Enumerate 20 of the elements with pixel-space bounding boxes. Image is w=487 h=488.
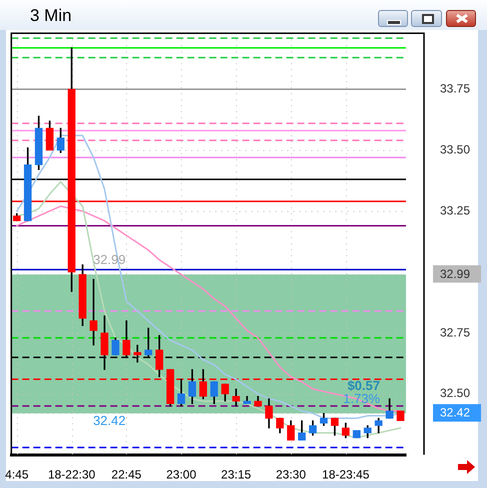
x-tick-label: 23:15 [221,467,252,482]
candlestick [396,410,404,422]
candlestick [90,279,98,346]
chart-title: 3 Min [30,6,72,26]
x-tick-label: 4:45 [5,467,29,482]
y-tick-label: 32.75 [440,325,470,340]
annotation: 32.42 [93,412,126,428]
y-tick-label: 32.42 [440,406,470,420]
y-tick-label: 32.99 [440,266,470,281]
candlestick [352,430,360,438]
x-tick-label: 23:00 [166,467,197,482]
x-tick-label: 18-23:45 [322,467,370,482]
band-label: $0.57 [347,378,380,393]
x-tick-label: 23:30 [276,467,306,482]
x-tick-label: 18-22:30 [48,467,96,482]
y-tick-label: 32.50 [440,386,470,400]
y-tick-label: 33.75 [440,82,470,96]
y-tick-label: 33.25 [440,203,470,218]
x-tick-label: 22:45 [111,467,142,482]
y-tick-label: 33.50 [440,142,470,156]
